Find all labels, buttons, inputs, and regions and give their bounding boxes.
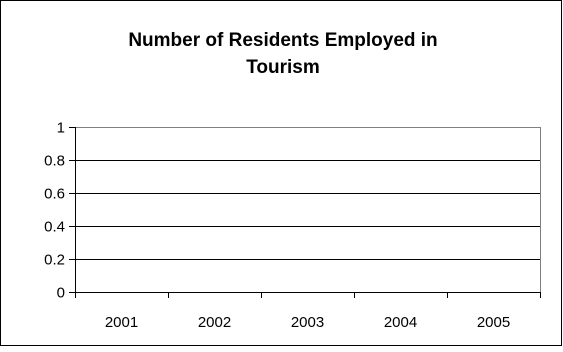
y-tick-label-4: 0.8: [44, 153, 65, 170]
chart-title-line-1: Number of Residents Employed in: [128, 30, 437, 51]
x-tick-label-2004: 2004: [384, 314, 417, 331]
y-tick-label-3: 0.6: [44, 186, 65, 203]
y-tick-label-2: 0.4: [44, 219, 65, 236]
x-tick-label-2003: 2003: [291, 314, 324, 331]
gridlines: [75, 160, 540, 260]
y-tick-label-1: 0.2: [44, 252, 65, 269]
x-tick-label-2001: 2001: [105, 314, 138, 331]
y-axis: 0 0.2 0.4 0.6 0.8 1: [44, 120, 76, 302]
y-tick-label-0: 0: [57, 285, 65, 302]
x-tick-label-2002: 2002: [198, 314, 231, 331]
chart-title-line-2: Tourism: [246, 57, 320, 78]
x-axis: 2001 2002 2003 2004 2005: [75, 292, 541, 331]
x-tick-label-2005: 2005: [477, 314, 510, 331]
y-tick-label-5: 1: [57, 120, 65, 137]
plot-area: [75, 127, 541, 293]
